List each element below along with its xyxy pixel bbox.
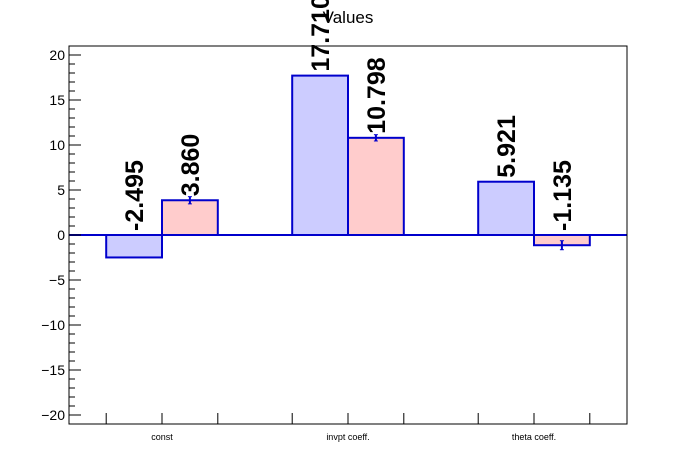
bar-value-label: 17.710	[307, 0, 335, 72]
axes-layer: −20 −15 −10 −5 0 5 10 15 20 const invpt coeff. thet…	[41, 45, 628, 442]
bars-layer	[69, 74, 627, 259]
y-tick-label: 0	[57, 227, 65, 243]
x-category-label: const	[151, 432, 173, 442]
value-labels-layer: -2.495 17.710 5.921 3.860 10.798 -1.135	[121, 0, 577, 231]
y-tick-label: 15	[49, 92, 65, 108]
bar-value-label: -2.495	[121, 160, 149, 231]
x-category-label: theta coeff.	[512, 432, 556, 442]
bar	[105, 234, 163, 259]
bar	[291, 74, 350, 236]
bar-value-label: -1.135	[549, 160, 577, 231]
bar	[477, 180, 536, 236]
y-tick-label: 20	[49, 47, 65, 63]
y-tick-label: 5	[57, 182, 65, 198]
bar-value-label: 5.921	[493, 115, 521, 178]
bar	[347, 136, 405, 236]
x-category-label: invpt coeff.	[326, 432, 369, 442]
bar-value-label: 10.798	[363, 57, 391, 134]
y-tick-label: −20	[41, 407, 65, 423]
bar	[161, 199, 219, 236]
chart-title: Values	[323, 8, 374, 27]
y-tick-label: −10	[41, 317, 65, 333]
y-tick-label: −5	[49, 272, 65, 288]
y-tick-label: −15	[41, 362, 65, 378]
y-tick-label: 10	[49, 137, 65, 153]
bar-value-label: 3.860	[177, 134, 205, 197]
